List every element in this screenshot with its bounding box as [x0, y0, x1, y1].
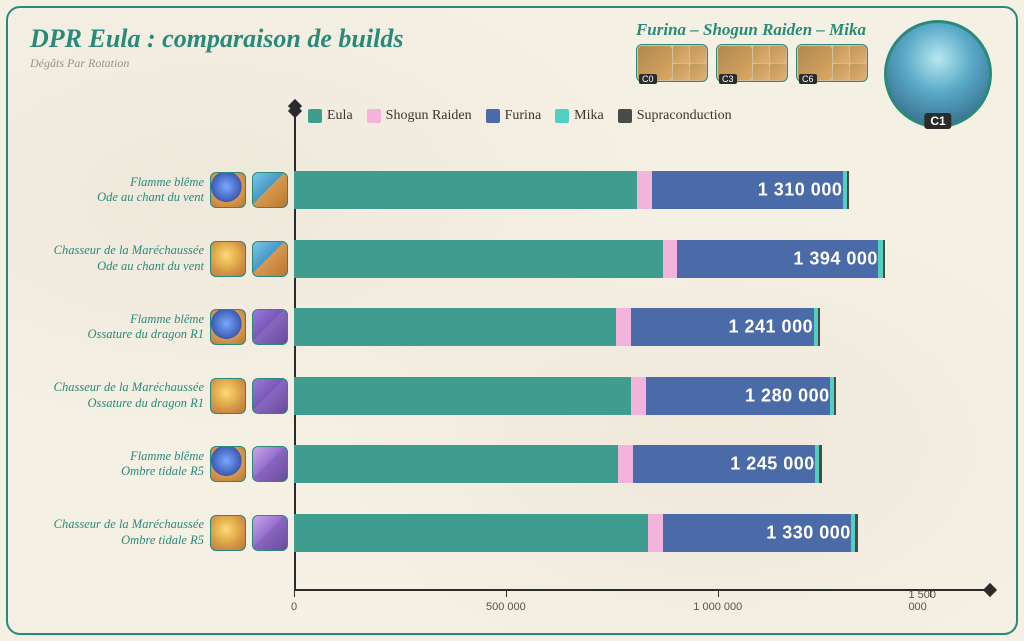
bar-row: 1 394 000 [294, 240, 972, 278]
build-label-text: Flamme blêmeOssature du dragon R1 [87, 312, 204, 343]
build-label-text: Flamme blêmeOde au chant du vent [97, 175, 204, 206]
dpr-chart: 1 310 000 1 394 000 1 241 000 1 280 000 1 24… [294, 106, 972, 591]
bar-total-label: 1 330 000 [766, 522, 851, 543]
artifact-icon [210, 446, 246, 482]
bar-segment-raiden [616, 308, 631, 346]
bar-segment-raiden [663, 240, 678, 278]
artifact-icon [210, 172, 246, 208]
page-title: DPR Eula : comparaison de builds [30, 24, 403, 54]
bar-segment-raiden [637, 171, 652, 209]
bar-row: 1 280 000 [294, 377, 972, 415]
bar-row: 1 245 000 [294, 445, 972, 483]
x-tick [506, 591, 507, 597]
bar-total-label: 1 394 000 [793, 248, 878, 269]
weapon-icon [252, 378, 288, 414]
x-tick [294, 591, 295, 597]
weapon-icon [252, 172, 288, 208]
card-frame: DPR Eula : comparaison de builds Dégâts … [6, 6, 1018, 635]
team-label: Furina – Shogun Raiden – Mika [636, 20, 866, 40]
build-label: Flamme blêmeOmbre tidale R5 [28, 445, 288, 483]
bar-segment-supra [834, 377, 836, 415]
x-tick-label: 1 500 000 [908, 589, 950, 613]
weapon-icon [252, 241, 288, 277]
x-tick-label: 0 [291, 601, 297, 613]
team-card-furina: C0 [636, 44, 708, 82]
bar-segment-raiden [618, 445, 633, 483]
bar-row: 1 330 000 [294, 514, 972, 552]
artifact-icon [210, 515, 246, 551]
build-label: Flamme blêmeOssature du dragon R1 [28, 308, 288, 346]
bar-total-label: 1 280 000 [745, 385, 830, 406]
bar-row: 1 241 000 [294, 308, 972, 346]
bar-segment-supra [855, 514, 857, 552]
weapon-icon [252, 309, 288, 345]
x-axis [294, 589, 990, 591]
build-label: Chasseur de la MaréchausséeOmbre tidale … [28, 514, 288, 552]
build-label: Chasseur de la MaréchausséeOssature du d… [28, 377, 288, 415]
team-row: C0 C3 C6 [636, 44, 868, 82]
weapon-icon [252, 446, 288, 482]
build-label: Flamme blêmeOde au chant du vent [28, 171, 288, 209]
bar-total-label: 1 241 000 [729, 317, 814, 338]
bar-segment-supra [847, 171, 849, 209]
build-label-text: Chasseur de la MaréchausséeOde au chant … [54, 243, 204, 274]
bar-total-label: 1 245 000 [730, 454, 815, 475]
bar-segment-supra [819, 445, 821, 483]
row-labels: Flamme blêmeOde au chant du vent Chasseu… [28, 156, 288, 567]
x-tick [718, 591, 719, 597]
bar-segment-eula [294, 445, 618, 483]
bar-segment-eula [294, 377, 631, 415]
build-label: Chasseur de la MaréchausséeOde au chant … [28, 240, 288, 278]
const-badge: C6 [799, 74, 817, 84]
const-badge: C3 [719, 74, 737, 84]
artifact-icon [210, 309, 246, 345]
team-card-mika: C6 [796, 44, 868, 82]
bar-segment-raiden [631, 377, 646, 415]
artifact-icon [210, 241, 246, 277]
build-label-text: Chasseur de la MaréchausséeOssature du d… [54, 380, 204, 411]
bar-segment-supra [818, 308, 820, 346]
bar-segment-eula [294, 514, 648, 552]
team-card-raiden: C3 [716, 44, 788, 82]
artifact-icon [210, 378, 246, 414]
bar-segment-eula [294, 308, 616, 346]
x-tick-label: 500 000 [486, 601, 526, 613]
x-tick-label: 1 000 000 [693, 601, 742, 613]
build-label-text: Chasseur de la MaréchausséeOmbre tidale … [54, 517, 204, 548]
page-subtitle: Dégâts Par Rotation [30, 56, 403, 71]
bar-total-label: 1 310 000 [758, 180, 843, 201]
const-badge: C0 [639, 74, 657, 84]
bar-segment-eula [294, 240, 663, 278]
weapon-icon [252, 515, 288, 551]
build-label-text: Flamme blêmeOmbre tidale R5 [121, 449, 204, 480]
bar-segment-supra [883, 240, 885, 278]
bar-segment-raiden [648, 514, 663, 552]
bar-row: 1 310 000 [294, 171, 972, 209]
bars-area: 1 310 000 1 394 000 1 241 000 1 280 000 1 24… [294, 156, 972, 567]
header: DPR Eula : comparaison de builds Dégâts … [30, 24, 403, 71]
bar-segment-eula [294, 171, 637, 209]
